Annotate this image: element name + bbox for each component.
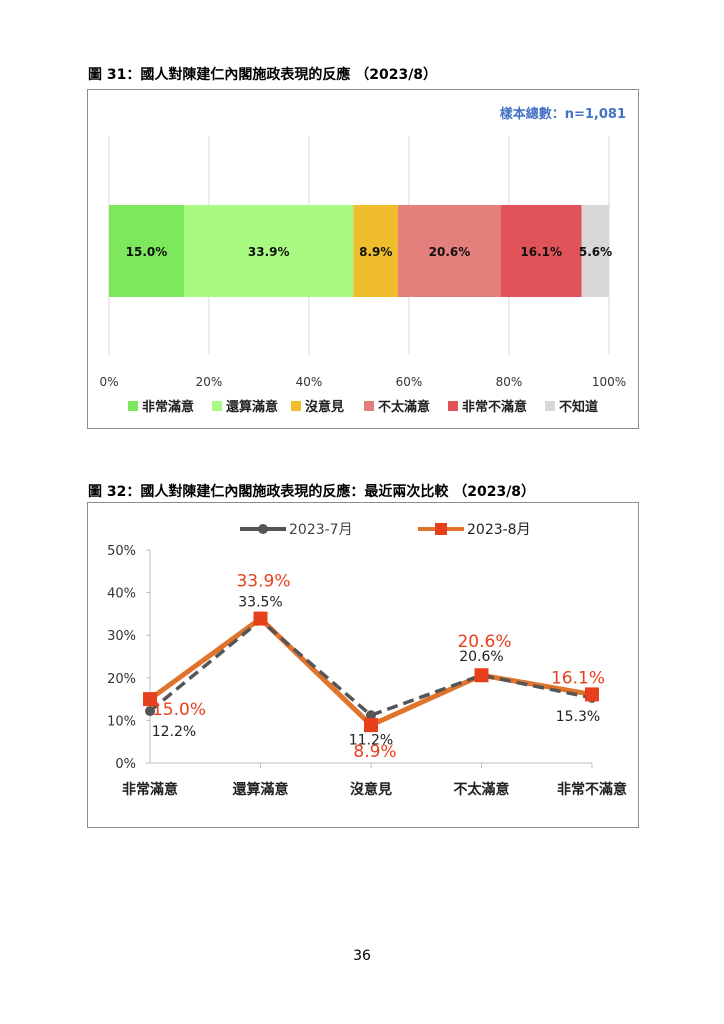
legend-marker-2023-07 xyxy=(258,524,268,534)
x-tick-label: 非常不滿意 xyxy=(557,781,627,798)
data-point-2023-07 xyxy=(366,710,376,721)
data-point-2023-08 xyxy=(364,718,378,733)
bar-data-label: 20.6% xyxy=(429,245,471,259)
x-tick-label: 20% xyxy=(196,375,223,389)
bar-data-label: 16.1% xyxy=(520,245,562,259)
sample-size-note: 樣本總數：n=1,081 xyxy=(500,106,626,122)
y-tick-label: 0% xyxy=(115,757,136,772)
bar-data-label: 8.9% xyxy=(359,245,392,259)
legend-label: 非常滿意 xyxy=(142,399,194,415)
legend-swatch xyxy=(448,401,458,411)
bar-segment xyxy=(398,205,501,297)
data-point-2023-08 xyxy=(474,668,489,683)
legend-label: 沒意見 xyxy=(305,399,344,415)
x-tick-label: 100% xyxy=(592,375,626,389)
stacked-bar-chart: 樣本總數：n=1,081 0% 20% 40% 60% 80% 100% 15.0% 33.9%… xyxy=(99,106,626,415)
bar-data-label: 5.6% xyxy=(579,245,612,259)
bar-data-label: 15.0% xyxy=(126,245,168,259)
y-tick-label: 40% xyxy=(107,587,136,602)
legend-swatch xyxy=(545,401,555,411)
bar-segment xyxy=(353,205,398,297)
x-tick-label: 40% xyxy=(296,375,323,389)
legend-label: 不太滿意 xyxy=(378,399,430,415)
x-tick-label: 不太滿意 xyxy=(454,781,510,798)
line-chart: 0% 10% 20% 30% 40% 50% 非常滿意 還算滿意 沒意見 不太滿意 非常不滿意 202… xyxy=(107,522,627,798)
data-label-2023-08: 8.9% xyxy=(353,742,396,762)
series-line-2023-07 xyxy=(148,618,593,718)
series-line-2023-08 xyxy=(148,616,593,728)
x-tick-label: 沒意見 xyxy=(350,781,392,798)
data-label-2023-07: 11.2% xyxy=(349,732,393,748)
x-tick-label: 80% xyxy=(496,375,523,389)
data-point-2023-08 xyxy=(585,687,599,702)
y-tick-label: 20% xyxy=(107,672,136,687)
bar-segment xyxy=(184,205,354,297)
figure-32-caption: 圖 32：國人對陳建仁內閣施政表現的反應：最近兩次比較 （2023/8） xyxy=(88,484,536,500)
x-tick-label: 非常滿意 xyxy=(122,781,178,798)
x-tick-label: 0% xyxy=(99,375,118,389)
page-number: 36 xyxy=(353,948,371,964)
bar-segment xyxy=(109,205,184,297)
bar-segment xyxy=(501,205,582,297)
legend-label: 不知道 xyxy=(559,399,598,415)
figure-32-frame: 0% 10% 20% 30% 40% 50% 非常滿意 還算滿意 沒意見 不太滿意 非常不滿意 202… xyxy=(87,502,639,828)
y-tick-label: 10% xyxy=(107,714,136,729)
y-tick-label: 50% xyxy=(107,544,136,559)
data-label-2023-08: 15.0% xyxy=(152,700,206,720)
data-label-2023-08: 16.1% xyxy=(551,668,605,688)
legend-marker-2023-08 xyxy=(435,523,447,535)
figure-31-caption: 圖 31：國人對陳建仁內閣施政表現的反應 （2023/8） xyxy=(88,67,438,83)
data-point-2023-08 xyxy=(253,611,268,626)
data-label-2023-07: 15.3% xyxy=(556,709,600,725)
figure-31-frame: 樣本總數：n=1,081 0% 20% 40% 60% 80% 100% 15.0% 33.9%… xyxy=(87,89,639,429)
x-tick-label: 還算滿意 xyxy=(233,781,289,798)
legend-swatch xyxy=(364,401,374,411)
bar-data-label: 33.9% xyxy=(248,245,290,259)
x-tick-label: 60% xyxy=(396,375,423,389)
legend-label: 還算滿意 xyxy=(226,399,278,415)
data-label-2023-08: 33.9% xyxy=(236,572,290,592)
y-tick-label: 30% xyxy=(107,629,136,644)
data-label-2023-08: 20.6% xyxy=(457,632,511,652)
data-label-2023-07: 20.6% xyxy=(459,649,503,665)
data-point-2023-07 xyxy=(145,706,155,717)
legend-label: 2023-8月 xyxy=(467,522,531,538)
legend-label: 非常不滿意 xyxy=(462,399,527,415)
data-label-2023-07: 33.5% xyxy=(238,594,282,610)
bar-segment xyxy=(581,205,610,297)
legend-swatch xyxy=(291,401,301,411)
data-point-2023-08 xyxy=(143,692,157,707)
legend-swatch xyxy=(212,401,222,411)
data-label-2023-07: 12.2% xyxy=(152,724,196,740)
legend-label: 2023-7月 xyxy=(289,522,353,538)
legend-swatch xyxy=(128,401,138,411)
